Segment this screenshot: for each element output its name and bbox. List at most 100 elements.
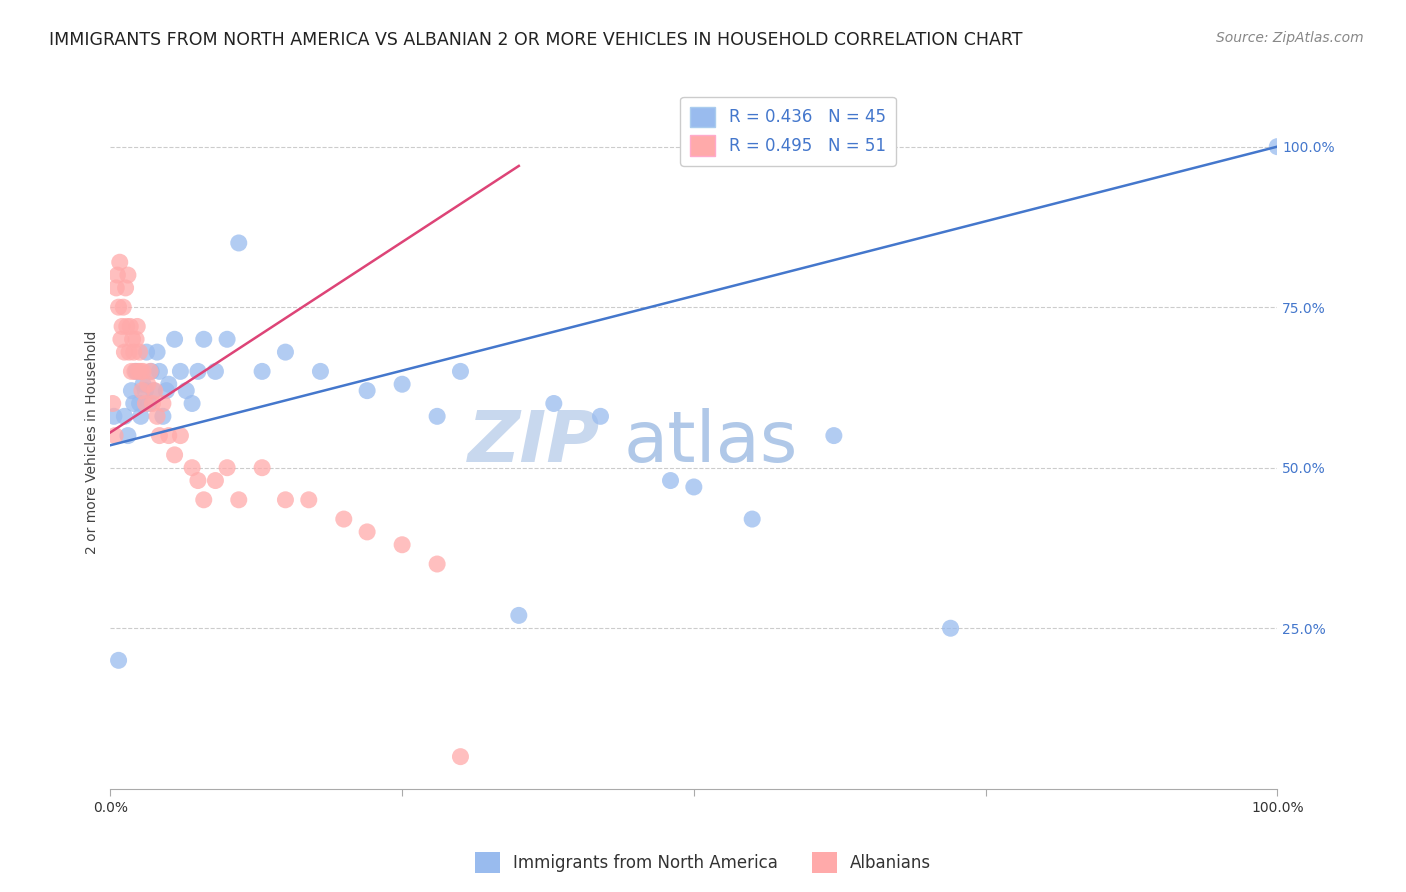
Point	[112, 409, 135, 424]
Point	[163, 448, 186, 462]
Point	[450, 364, 472, 378]
Point	[107, 268, 129, 282]
Point	[105, 281, 128, 295]
Point	[125, 364, 148, 378]
Point	[127, 364, 149, 378]
Text: atlas: atlas	[624, 408, 799, 476]
Point	[152, 409, 174, 424]
Point	[274, 345, 297, 359]
Point	[174, 384, 197, 398]
Point	[228, 492, 250, 507]
Point	[193, 332, 215, 346]
Point	[169, 428, 191, 442]
Point	[181, 396, 204, 410]
Point	[124, 364, 146, 378]
Point	[122, 345, 145, 359]
Point	[132, 364, 155, 378]
Point	[187, 474, 209, 488]
Point	[129, 409, 152, 424]
Point	[128, 345, 150, 359]
Point	[107, 300, 129, 314]
Point	[298, 492, 321, 507]
Point	[1265, 139, 1288, 153]
Point	[148, 428, 170, 442]
Point	[356, 524, 378, 539]
Text: IMMIGRANTS FROM NORTH AMERICA VS ALBANIAN 2 OR MORE VEHICLES IN HOUSEHOLD CORREL: IMMIGRANTS FROM NORTH AMERICA VS ALBANIA…	[49, 31, 1022, 49]
Point	[117, 268, 139, 282]
Point	[228, 235, 250, 250]
Point	[134, 396, 156, 410]
Point	[217, 460, 239, 475]
Point	[135, 345, 157, 359]
Point	[250, 460, 273, 475]
Point	[132, 377, 155, 392]
Point	[146, 345, 169, 359]
Point	[120, 364, 142, 378]
Point	[128, 396, 150, 410]
Point	[104, 428, 127, 442]
Point	[127, 319, 149, 334]
Legend: R = 0.436   N = 45, R = 0.495   N = 51: R = 0.436 N = 45, R = 0.495 N = 51	[681, 96, 896, 166]
Point	[148, 364, 170, 378]
Point	[141, 364, 163, 378]
Point	[101, 396, 124, 410]
Point	[157, 377, 180, 392]
Point	[142, 384, 165, 398]
Point	[136, 377, 159, 392]
Point	[125, 332, 148, 346]
Point	[391, 377, 413, 392]
Point	[146, 409, 169, 424]
Point	[131, 384, 153, 398]
Point	[138, 396, 160, 410]
Point	[134, 384, 156, 398]
Y-axis label: 2 or more Vehicles in Household: 2 or more Vehicles in Household	[86, 330, 100, 554]
Point	[356, 384, 378, 398]
Point	[163, 332, 186, 346]
Point	[426, 557, 449, 571]
Point	[193, 492, 215, 507]
Legend: Immigrants from North America, Albanians: Immigrants from North America, Albanians	[468, 846, 938, 880]
Point	[107, 653, 129, 667]
Point	[143, 384, 166, 398]
Point	[103, 409, 125, 424]
Point	[682, 480, 704, 494]
Point	[141, 396, 163, 410]
Point	[120, 384, 142, 398]
Point	[117, 428, 139, 442]
Point	[741, 512, 763, 526]
Point	[110, 332, 132, 346]
Point	[120, 319, 142, 334]
Point	[274, 492, 297, 507]
Point	[659, 474, 682, 488]
Text: Source: ZipAtlas.com: Source: ZipAtlas.com	[1216, 31, 1364, 45]
Point	[112, 345, 135, 359]
Point	[508, 608, 530, 623]
Point	[589, 409, 612, 424]
Point	[543, 396, 565, 410]
Point	[823, 428, 845, 442]
Point	[333, 512, 356, 526]
Point	[115, 319, 138, 334]
Point	[118, 345, 141, 359]
Point	[157, 428, 180, 442]
Point	[309, 364, 332, 378]
Point	[426, 409, 449, 424]
Point	[121, 332, 143, 346]
Point	[181, 460, 204, 475]
Point	[450, 749, 472, 764]
Point	[139, 364, 162, 378]
Text: ZIP: ZIP	[468, 408, 600, 476]
Point	[114, 281, 136, 295]
Point	[129, 364, 152, 378]
Point	[204, 364, 226, 378]
Point	[169, 364, 191, 378]
Point	[122, 396, 145, 410]
Point	[111, 319, 134, 334]
Point	[250, 364, 273, 378]
Point	[217, 332, 239, 346]
Point	[391, 538, 413, 552]
Point	[155, 384, 177, 398]
Point	[187, 364, 209, 378]
Point	[152, 396, 174, 410]
Point	[204, 474, 226, 488]
